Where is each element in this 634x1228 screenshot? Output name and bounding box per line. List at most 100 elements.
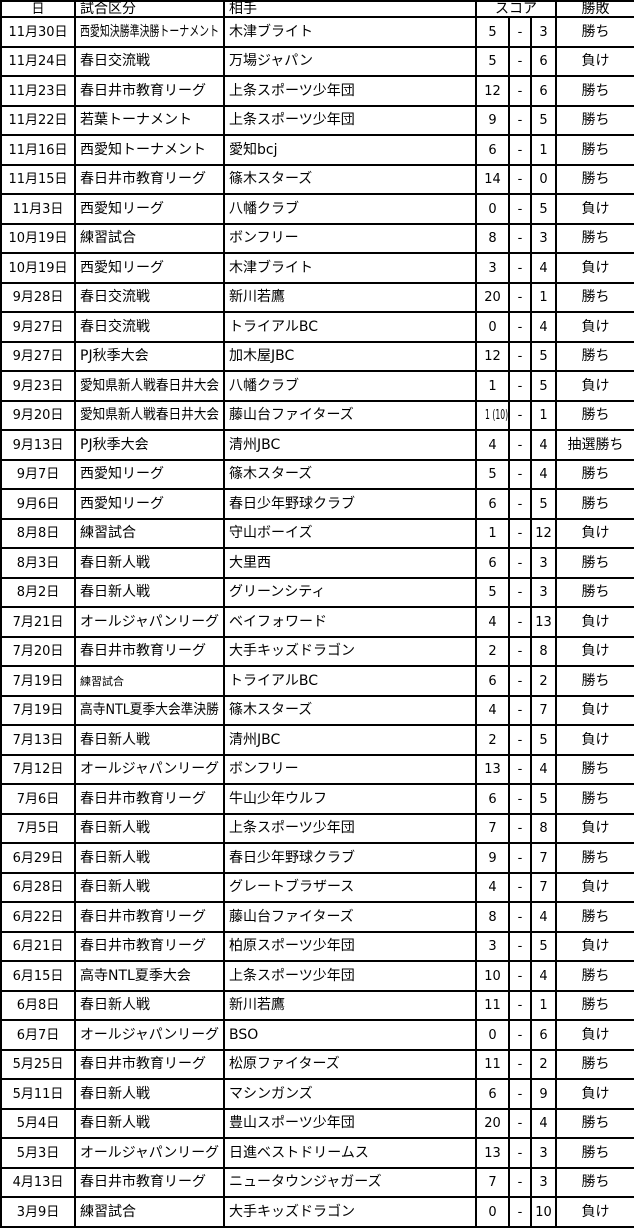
opponent-cell: 大手キッズドラゴン bbox=[223, 635, 477, 667]
score-dash: - bbox=[517, 260, 523, 276]
score-dash-cell: - bbox=[508, 547, 532, 579]
category-value: 春日新人戦 bbox=[80, 1085, 150, 1102]
date-value: 7月20日 bbox=[12, 644, 64, 660]
score-right-cell: 5 bbox=[529, 104, 558, 136]
opponent-cell: 加木屋JBC bbox=[223, 340, 477, 372]
score-left-cell: 7 bbox=[475, 812, 510, 844]
score-dash-cell: - bbox=[508, 842, 532, 874]
category-value: 春日井市教育リーグ bbox=[80, 643, 206, 660]
opponent-cell: 新川若鷹 bbox=[223, 281, 477, 313]
result-cell: 負け bbox=[555, 252, 634, 284]
category-value: 春日交流戦 bbox=[80, 318, 150, 335]
date-cell: 9月28日 bbox=[0, 281, 76, 313]
score-right-cell: 5 bbox=[529, 930, 558, 962]
score-left-value: 1 (10) bbox=[485, 408, 509, 424]
date-cell: 9月27日 bbox=[0, 311, 76, 343]
score-left-value: 7 bbox=[488, 1175, 497, 1191]
date-cell: 11月22日 bbox=[0, 104, 76, 136]
result-cell: 負け bbox=[555, 370, 634, 402]
date-cell: 7月12日 bbox=[0, 753, 76, 785]
result-value: 勝ち bbox=[581, 466, 610, 483]
opponent-value: 春日少年野球クラブ bbox=[229, 495, 355, 512]
date-value: 9月28日 bbox=[12, 290, 64, 306]
score-dash: - bbox=[517, 909, 523, 925]
score-dash: - bbox=[517, 231, 523, 247]
score-dash: - bbox=[517, 968, 523, 984]
category-cell: オールジャパンリーグ bbox=[74, 753, 225, 785]
category-cell: 高寺NTL夏季大会 bbox=[74, 960, 225, 992]
opponent-value: 柏原スポーツ少年団 bbox=[229, 938, 355, 955]
result-cell: 勝ち bbox=[555, 547, 634, 579]
result-value: 勝ち bbox=[581, 997, 610, 1014]
score-right-cell: 12 bbox=[529, 517, 558, 549]
score-right-cell: 1 bbox=[529, 134, 558, 166]
opponent-value: 大手キッズドラゴン bbox=[229, 1204, 355, 1220]
opponent-cell: 上条スポーツ少年団 bbox=[223, 104, 477, 136]
category-value: 練習試合 bbox=[80, 1204, 136, 1220]
result-cell: 勝ち bbox=[555, 960, 634, 992]
score-right-value: 8 bbox=[539, 644, 548, 660]
score-right-value: 7 bbox=[539, 850, 548, 866]
header-category: 試合区分 bbox=[74, 0, 225, 18]
date-value: 11月16日 bbox=[8, 142, 68, 158]
score-dash-cell: - bbox=[508, 783, 532, 815]
score-left-value: 20 bbox=[484, 1116, 501, 1132]
score-left-value: 3 bbox=[488, 939, 497, 955]
result-value: 負け bbox=[581, 259, 610, 276]
score-right-value: 3 bbox=[539, 585, 548, 601]
opponent-value: 豊山スポーツ少年団 bbox=[229, 1115, 355, 1132]
result-value: 勝ち bbox=[581, 348, 610, 365]
category-cell: オールジャパンリーグ bbox=[74, 606, 225, 638]
opponent-cell: 愛知bcj bbox=[223, 134, 477, 166]
table-row: 8月3日 春日新人戦 大里西 6 - 3 勝ち bbox=[0, 547, 634, 579]
opponent-cell: 春日少年野球クラブ bbox=[223, 842, 477, 874]
score-right-cell: 3 bbox=[529, 1137, 558, 1169]
table-row: 9月6日 西愛知リーグ 春日少年野球クラブ 6 - 5 勝ち bbox=[0, 488, 634, 520]
header-result: 勝敗 bbox=[555, 0, 634, 18]
table-row: 7月19日 練習試合 トライアルBC 6 - 2 勝ち bbox=[0, 665, 634, 697]
category-value: 春日新人戦 bbox=[80, 820, 150, 837]
opponent-cell: 上条スポーツ少年団 bbox=[223, 75, 477, 107]
result-value: 負け bbox=[581, 820, 610, 837]
score-dash: - bbox=[517, 821, 523, 837]
result-cell: 勝ち bbox=[555, 783, 634, 815]
score-right-cell: 7 bbox=[529, 871, 558, 903]
category-value: 春日新人戦 bbox=[80, 554, 150, 571]
date-value: 6月15日 bbox=[12, 968, 64, 984]
table-row: 8月8日 練習試合 守山ボーイズ 1 - 12 負け bbox=[0, 517, 634, 549]
opponent-value: 守山ボーイズ bbox=[229, 525, 313, 542]
opponent-cell: 八幡クラブ bbox=[223, 193, 477, 225]
result-cell: 負け bbox=[555, 1078, 634, 1110]
category-value: オールジャパンリーグ bbox=[80, 1026, 219, 1043]
opponent-cell: 木津ブライト bbox=[223, 252, 477, 284]
score-right-value: 4 bbox=[539, 762, 548, 778]
score-left-cell: 0 bbox=[475, 311, 510, 343]
score-left-cell: 4 bbox=[475, 871, 510, 903]
score-left-cell: 20 bbox=[475, 1107, 510, 1139]
score-left-value: 6 bbox=[488, 496, 497, 512]
category-value: 練習試合 bbox=[80, 674, 124, 688]
opponent-cell: 篠木スターズ bbox=[223, 694, 477, 726]
score-right-cell: 5 bbox=[529, 340, 558, 372]
opponent-cell: 清州JBC bbox=[223, 429, 477, 461]
score-left-value: 4 bbox=[488, 437, 497, 453]
table-row: 9月20日 愛知県新人戦春日井大会 藤山台ファイターズ 1 (10) - 1 勝… bbox=[0, 399, 634, 431]
table-row: 10月19日 練習試合 ボンフリー 8 - 3 勝ち bbox=[0, 222, 634, 254]
score-right-cell: 4 bbox=[529, 311, 558, 343]
date-value: 9月6日 bbox=[16, 496, 60, 512]
result-cell: 勝ち bbox=[555, 134, 634, 166]
opponent-value: 木津ブライト bbox=[229, 259, 313, 276]
table-row: 7月21日 オールジャパンリーグ ベイフォワード 4 - 13 負け bbox=[0, 606, 634, 638]
category-value: 春日新人戦 bbox=[80, 1115, 150, 1132]
date-value: 9月27日 bbox=[12, 349, 64, 365]
opponent-value: 上条スポーツ少年団 bbox=[229, 820, 355, 837]
date-value: 3月9日 bbox=[16, 1205, 60, 1220]
opponent-cell: グリーンシティ bbox=[223, 576, 477, 608]
category-value: 春日井市教育リーグ bbox=[80, 908, 206, 925]
score-left-cell: 4 bbox=[475, 429, 510, 461]
score-dash: - bbox=[517, 998, 523, 1014]
score-dash: - bbox=[517, 437, 523, 453]
category-cell: 春日交流戦 bbox=[74, 45, 225, 77]
result-cell: 負け bbox=[555, 45, 634, 77]
opponent-value: 篠木スターズ bbox=[229, 171, 313, 188]
